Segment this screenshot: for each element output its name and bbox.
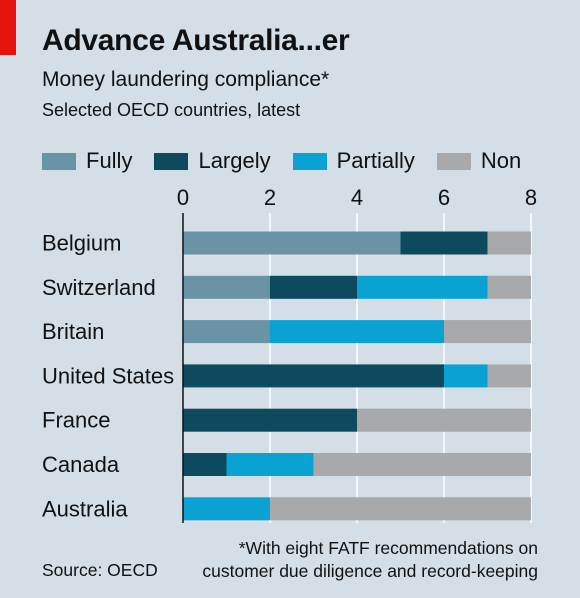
legend-label-fully: Fully — [86, 148, 133, 173]
source-note: Source: OECD — [42, 560, 158, 580]
bar-australia-non — [270, 497, 531, 521]
bar-united-states-largely — [183, 364, 444, 388]
category-label-britain: Britain — [42, 319, 104, 344]
bar-switzerland-fully — [183, 275, 270, 299]
category-label-switzerland: Switzerland — [42, 275, 156, 300]
bar-australia-partially — [183, 497, 270, 521]
footnote-line-2: customer due diligence and record-keepin… — [202, 561, 538, 581]
legend-item-fully: Fully — [42, 148, 132, 174]
bar-belgium-non — [487, 231, 531, 255]
bar-canada-non — [313, 453, 531, 476]
category-label-belgium: Belgium — [42, 231, 121, 256]
legend-item-largely: Largely — [154, 148, 271, 174]
bar-britain-partially — [270, 320, 444, 344]
bar-britain-fully — [183, 320, 270, 344]
stacked-bar-chart: 0 2 4 6 8 Belgium Switzerland Britain United Sta… — [42, 185, 537, 523]
category-label-united-states: United States — [42, 363, 174, 388]
chart-subsubtitle: Selected OECD countries, latest — [42, 100, 301, 120]
x-tick-label-0: 0 — [177, 185, 189, 210]
legend-swatch-non — [436, 152, 471, 170]
legend-item-non: Non — [436, 148, 522, 174]
chart-subtitle: Money laundering compliance* — [42, 68, 330, 91]
bar-switzerland-non — [487, 275, 531, 299]
legend: Fully Largely Partially Non — [42, 146, 543, 176]
bar-france-largely — [183, 408, 357, 432]
accent-tab — [0, 0, 16, 55]
bar-canada-largely — [183, 453, 227, 476]
bar-switzerland-partially — [357, 275, 488, 299]
bar-belgium-largely — [400, 231, 488, 255]
bar-switzerland-largely — [270, 275, 357, 299]
bar-belgium-fully — [183, 231, 401, 255]
legend-swatch-fully — [42, 152, 76, 170]
legend-swatch-largely — [154, 152, 189, 170]
category-label-france: France — [42, 408, 110, 433]
bar-france-non — [357, 408, 531, 432]
category-label-australia: Australia — [42, 496, 128, 521]
x-tick-label-4: 4 — [351, 185, 363, 210]
chart-title: Advance Australia...er — [42, 24, 350, 57]
x-tick-label-6: 6 — [438, 185, 450, 210]
bar-united-states-partially — [444, 364, 488, 388]
bar-britain-non — [444, 320, 531, 344]
x-tick-label-2: 2 — [264, 185, 276, 210]
legend-label-largely: Largely — [198, 148, 271, 173]
x-tick-label-8: 8 — [525, 185, 537, 210]
footnote: *With eight FATF recommendations on cust… — [202, 537, 538, 583]
bar-canada-partially — [226, 453, 314, 476]
legend-label-partially: Partially — [336, 148, 415, 173]
footnote-line-1: *With eight FATF recommendations on — [238, 538, 538, 558]
legend-item-partially: Partially — [292, 148, 415, 174]
category-label-canada: Canada — [42, 452, 120, 477]
legend-swatch-partially — [292, 152, 327, 170]
legend-label-non: Non — [480, 148, 522, 173]
bar-united-states-non — [487, 364, 531, 388]
